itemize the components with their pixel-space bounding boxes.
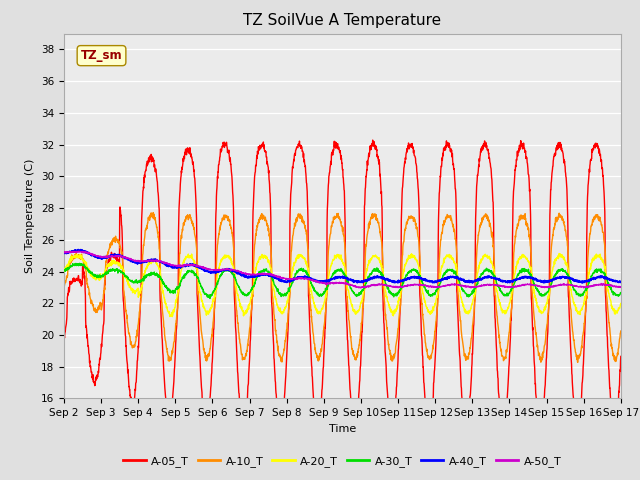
- Title: TZ SoilVue A Temperature: TZ SoilVue A Temperature: [243, 13, 442, 28]
- Y-axis label: Soil Temperature (C): Soil Temperature (C): [26, 159, 35, 273]
- Legend: A-05_T, A-10_T, A-20_T, A-30_T, A-40_T, A-50_T: A-05_T, A-10_T, A-20_T, A-30_T, A-40_T, …: [119, 451, 566, 471]
- Text: TZ_sm: TZ_sm: [81, 49, 122, 62]
- X-axis label: Time: Time: [329, 424, 356, 433]
